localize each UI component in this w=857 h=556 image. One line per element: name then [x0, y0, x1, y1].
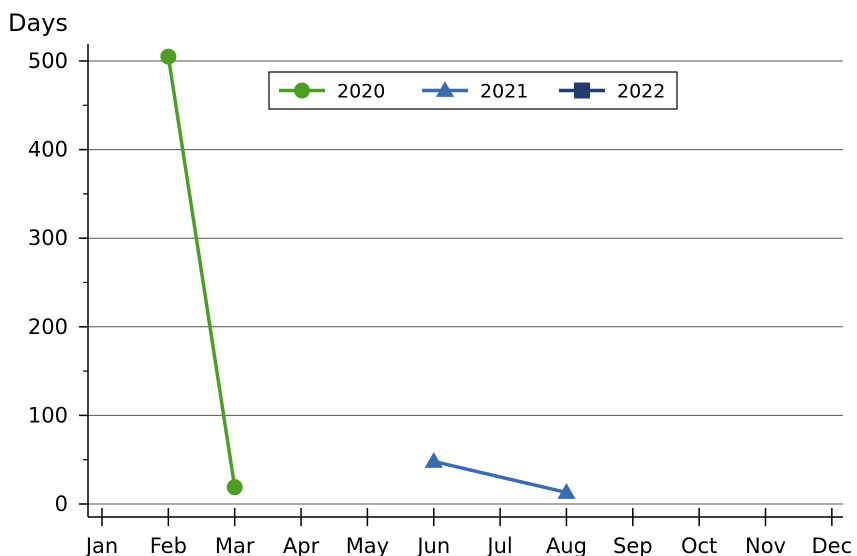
legend-marker-2022: [574, 82, 590, 99]
y-tick-label: 300: [28, 226, 68, 250]
x-tick-label: Nov: [745, 534, 786, 556]
data-point-2020: [160, 48, 177, 65]
x-tick-label: Jun: [415, 534, 450, 556]
legend-marker-2021: [435, 81, 455, 97]
y-axis-title: Days: [8, 9, 68, 37]
y-tick-label: 400: [28, 138, 68, 162]
x-tick-label: Feb: [150, 534, 187, 556]
x-tick-label: Dec: [812, 534, 853, 556]
y-tick-label: 200: [28, 315, 68, 339]
axes: [79, 44, 843, 526]
data-point-2020: [226, 479, 243, 496]
x-tick-label: Mar: [215, 534, 255, 556]
legend: 2020 2021 2022: [268, 71, 678, 110]
x-tick-label: Jan: [84, 534, 118, 556]
series-line-2021: [433, 459, 567, 495]
legend-box: [268, 71, 678, 110]
x-tick-label: Jul: [485, 534, 512, 556]
legend-label-2021: 2021: [480, 81, 528, 103]
y-tick-label: 0: [55, 492, 68, 516]
x-tick-label: Oct: [681, 534, 717, 556]
x-tick-label: Sep: [613, 534, 653, 556]
data-point-2021: [557, 483, 576, 499]
x-tick-label: Apr: [283, 534, 320, 556]
legend-label-2020: 2020: [337, 81, 385, 103]
data-point-2021: [424, 452, 443, 468]
gridlines: [88, 60, 843, 505]
series-group: [160, 48, 576, 499]
y-tick-labels: 0 100 200 300 400 500: [28, 49, 68, 516]
x-tick-labels: Jan Feb Mar Apr May Jun Jul Aug Sep Oct Nov Dec: [84, 534, 852, 556]
x-tick-label: Aug: [546, 534, 587, 556]
legend-marker-2020: [294, 82, 310, 99]
legend-label-2022: 2022: [617, 81, 665, 103]
series-line-2020: [166, 56, 237, 488]
y-tick-label: 500: [28, 49, 68, 73]
y-tick-label: 100: [28, 403, 68, 427]
x-tick-label: May: [346, 534, 389, 556]
